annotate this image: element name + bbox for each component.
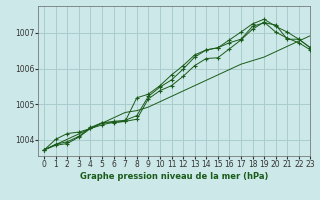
- X-axis label: Graphe pression niveau de la mer (hPa): Graphe pression niveau de la mer (hPa): [80, 172, 268, 181]
